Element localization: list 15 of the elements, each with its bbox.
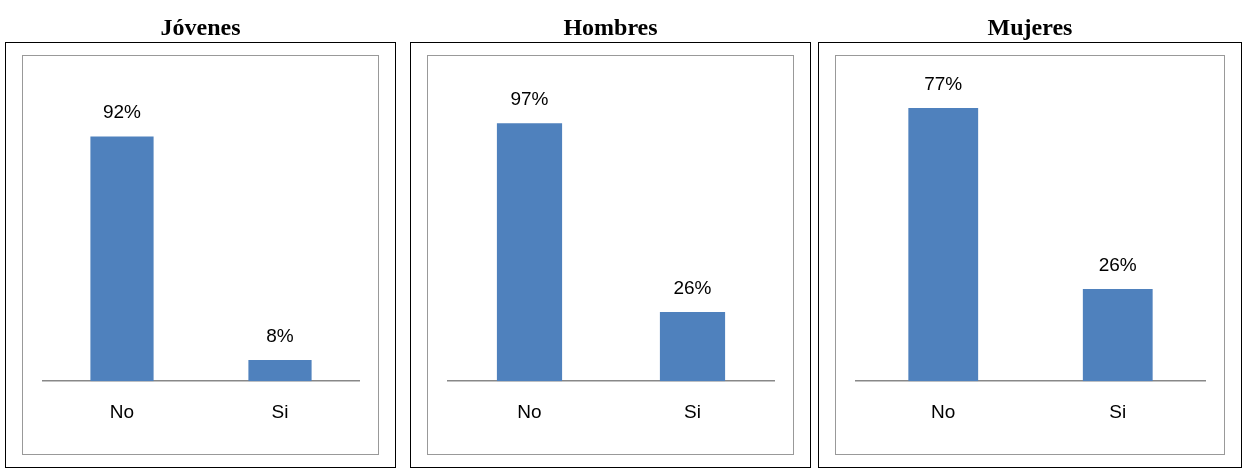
data-label: 77% bbox=[924, 72, 963, 94]
x-tick-label: No bbox=[517, 400, 542, 422]
chart-title: Jóvenes bbox=[159, 14, 242, 41]
x-tick-label: Si bbox=[271, 400, 289, 422]
data-label: 97% bbox=[510, 87, 549, 109]
data-label: 8% bbox=[266, 324, 294, 346]
x-tick-label: No bbox=[109, 400, 135, 422]
chart-title: Mujeres bbox=[986, 14, 1074, 41]
x-tick-label: No bbox=[931, 400, 956, 422]
data-label: 26% bbox=[673, 276, 712, 298]
data-label: 26% bbox=[1098, 253, 1137, 275]
x-tick-label: Si bbox=[684, 400, 701, 422]
data-label: 92% bbox=[102, 101, 142, 123]
x-tick-label: Si bbox=[1109, 400, 1127, 422]
chart-title: Hombres bbox=[562, 14, 659, 41]
